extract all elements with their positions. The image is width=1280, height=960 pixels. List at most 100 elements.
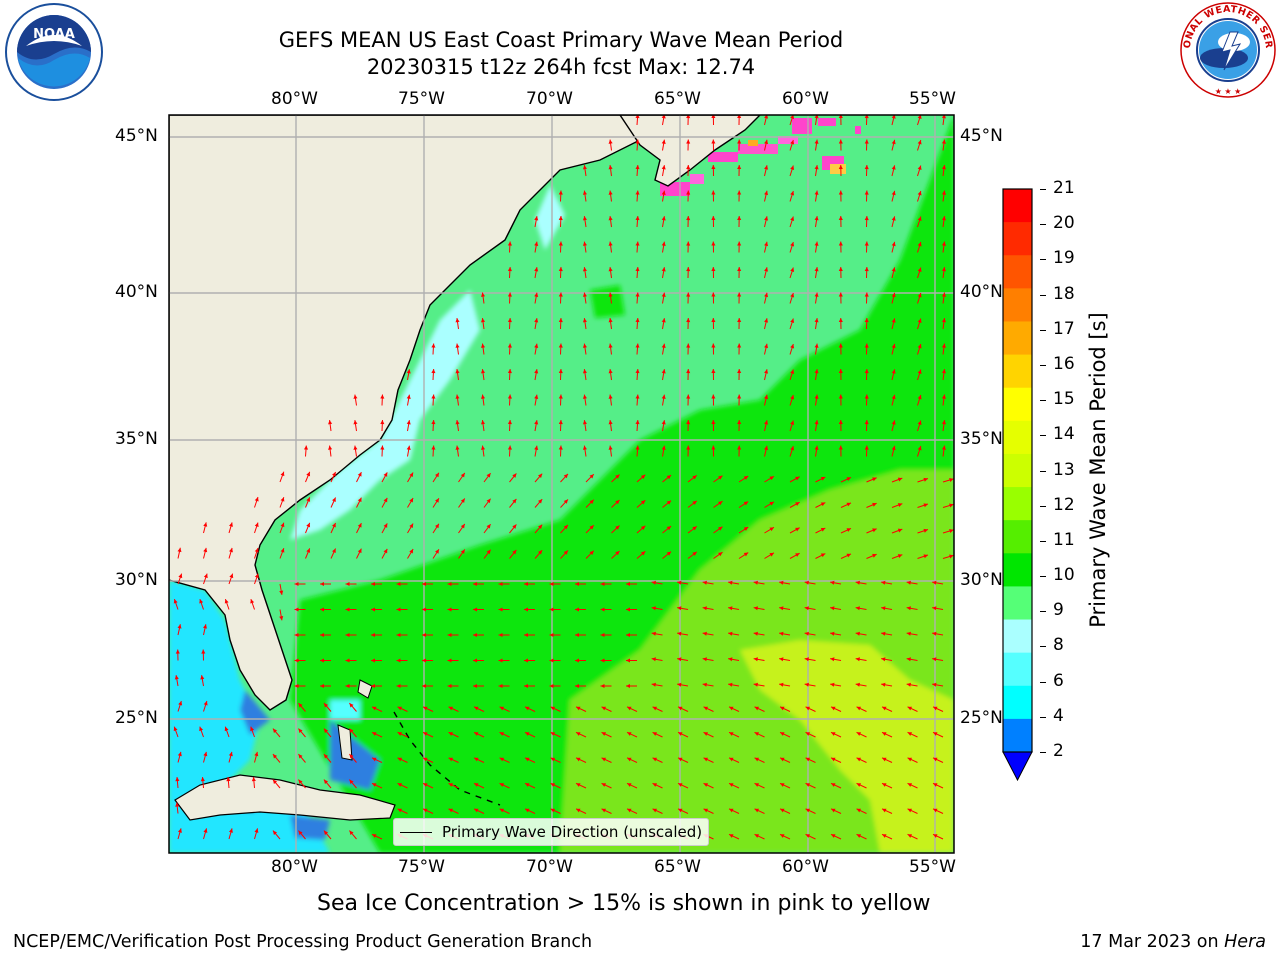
wave-direction-arrowhead bbox=[764, 292, 769, 298]
wave-direction-arrowhead bbox=[635, 369, 640, 374]
wave-direction-arrowhead bbox=[864, 241, 869, 246]
wave-direction-arrowhead bbox=[608, 241, 613, 246]
wave-direction-arrowhead bbox=[507, 369, 512, 374]
wave-direction-arrowhead bbox=[294, 581, 299, 587]
wave-direction-arrowhead bbox=[203, 624, 207, 629]
wave-direction-arrowhead bbox=[737, 115, 742, 119]
wave-direction-arrowhead bbox=[303, 445, 309, 450]
wave-direction-arrowhead bbox=[790, 420, 795, 425]
wave-direction-arrowhead bbox=[932, 631, 937, 636]
wave-direction-arrowhead bbox=[228, 828, 233, 833]
wave-direction-arrowhead bbox=[383, 472, 388, 477]
wave-direction-arrowhead bbox=[406, 394, 411, 399]
wave-direction-arrowhead bbox=[897, 503, 903, 507]
wave-direction-arrowhead bbox=[203, 828, 208, 833]
wave-direction-arrowhead bbox=[686, 369, 691, 374]
wave-direction-arrowhead bbox=[203, 547, 208, 553]
wave-direction-arrowhead bbox=[666, 551, 672, 556]
wave-direction-arrowhead bbox=[846, 528, 851, 532]
wave-direction-arrowhead bbox=[582, 369, 587, 374]
wave-direction-arrowhead bbox=[864, 115, 869, 119]
wave-direction-arrowhead bbox=[891, 241, 896, 247]
wave-direction-arrowhead bbox=[473, 658, 478, 663]
wave-direction-arrowhead bbox=[435, 472, 439, 478]
wave-direction-arrowhead bbox=[349, 779, 354, 784]
wave-direction-arrowhead bbox=[589, 525, 594, 530]
colorbar-tick-label: 6 bbox=[1053, 670, 1064, 691]
wave-direction-arrowhead bbox=[729, 834, 734, 838]
wave-direction-arrowhead bbox=[652, 706, 658, 711]
wave-direction-arrowhead bbox=[298, 754, 303, 759]
wave-direction-arrowhead bbox=[431, 394, 436, 399]
wave-direction-arrowhead bbox=[933, 757, 938, 762]
wave-direction-arrowhead bbox=[635, 445, 640, 450]
wave-direction-arrowhead bbox=[856, 757, 862, 762]
wave-direction-arrowhead bbox=[856, 706, 862, 711]
wave-direction-arrowhead bbox=[615, 474, 620, 479]
svg-text:★ ★ ★: ★ ★ ★ bbox=[1215, 87, 1242, 96]
wave-direction-arrowhead bbox=[627, 808, 632, 813]
wave-direction-arrowhead bbox=[635, 241, 640, 246]
wave-direction-arrowhead bbox=[804, 580, 809, 585]
wave-direction-arrowhead bbox=[661, 216, 666, 221]
wave-direction-arrowhead bbox=[473, 607, 478, 612]
wave-direction-arrowhead bbox=[534, 343, 539, 348]
wave-direction-arrowhead bbox=[743, 501, 749, 506]
wave-direction-arrowhead bbox=[814, 216, 819, 221]
lon-label-bottom-60w: 60°W bbox=[782, 857, 829, 877]
wave-direction-arrowhead bbox=[481, 420, 486, 425]
graticule bbox=[169, 115, 954, 853]
wave-direction-arrowhead bbox=[549, 683, 554, 689]
wave-direction-arrowhead bbox=[728, 606, 733, 611]
wave-direction-arrowhead bbox=[711, 318, 716, 323]
wave-direction-arrowhead bbox=[941, 241, 946, 246]
wave-direction-arrowhead bbox=[855, 631, 860, 636]
wave-direction-arrowhead bbox=[686, 292, 691, 297]
wave-direction-arrowhead bbox=[409, 498, 414, 503]
wave-direction-arrowhead bbox=[626, 607, 631, 612]
wave-direction-arrowhead bbox=[790, 115, 795, 119]
wave-direction-arrowhead bbox=[692, 500, 697, 505]
wave-direction-arrowhead bbox=[891, 445, 896, 451]
wave-direction-arrowhead bbox=[661, 369, 666, 374]
wave-direction-arrowhead bbox=[711, 343, 716, 348]
wave-direction-arrowhead bbox=[666, 500, 672, 505]
wave-direction-arrowhead bbox=[949, 554, 954, 559]
wave-direction-arrowhead bbox=[814, 343, 819, 348]
wave-direction-arrowhead bbox=[686, 267, 691, 272]
wave-direction-arrowhead bbox=[635, 190, 640, 195]
lon-label-bottom-75w: 75°W bbox=[398, 857, 445, 877]
wave-direction-arrowhead bbox=[512, 524, 517, 529]
wave-direction-arrowhead bbox=[512, 473, 517, 478]
wave-direction-arrowhead bbox=[538, 550, 543, 555]
wave-direction-arrowhead bbox=[814, 139, 819, 144]
wave-direction-arrowhead bbox=[753, 682, 758, 687]
wave-direction-arrowhead bbox=[907, 783, 913, 787]
wave-direction-arrowhead bbox=[397, 757, 403, 762]
wave-direction-arrowhead bbox=[448, 706, 454, 711]
wave-direction-arrowhead bbox=[917, 293, 922, 298]
wave-direction-arrowhead bbox=[666, 526, 672, 531]
colorbar-tick-label: 13 bbox=[1053, 459, 1075, 480]
maritimes-land bbox=[619, 115, 761, 187]
wave-direction-arrowhead bbox=[764, 369, 769, 374]
colorbar-tick-label: 16 bbox=[1053, 353, 1075, 374]
wave-direction-arrowhead bbox=[507, 267, 512, 272]
wave-direction-arrowhead bbox=[175, 649, 180, 654]
wave-direction-arrowhead bbox=[635, 267, 640, 272]
wave-direction-arrowhead bbox=[640, 525, 646, 530]
wave-direction-arrowhead bbox=[941, 190, 946, 195]
wave-direction-arrowhead bbox=[737, 165, 742, 170]
wave-direction-arrowhead bbox=[250, 599, 255, 604]
wave-direction-arrowhead bbox=[820, 528, 826, 532]
wave-direction-arrowhead bbox=[737, 394, 742, 399]
wave-direction-arrowhead bbox=[582, 445, 587, 450]
colorbar-cell bbox=[1003, 685, 1032, 720]
wave-direction-arrowhead bbox=[764, 115, 769, 119]
wave-direction-arrowhead bbox=[753, 631, 758, 636]
wave-direction-arrowhead bbox=[498, 607, 503, 612]
wave-direction-arrowhead bbox=[661, 241, 666, 246]
noaa-logo: NOAA bbox=[5, 3, 103, 101]
wave-direction-arrowhead bbox=[323, 830, 329, 835]
wave-direction-arrowhead bbox=[838, 241, 843, 246]
